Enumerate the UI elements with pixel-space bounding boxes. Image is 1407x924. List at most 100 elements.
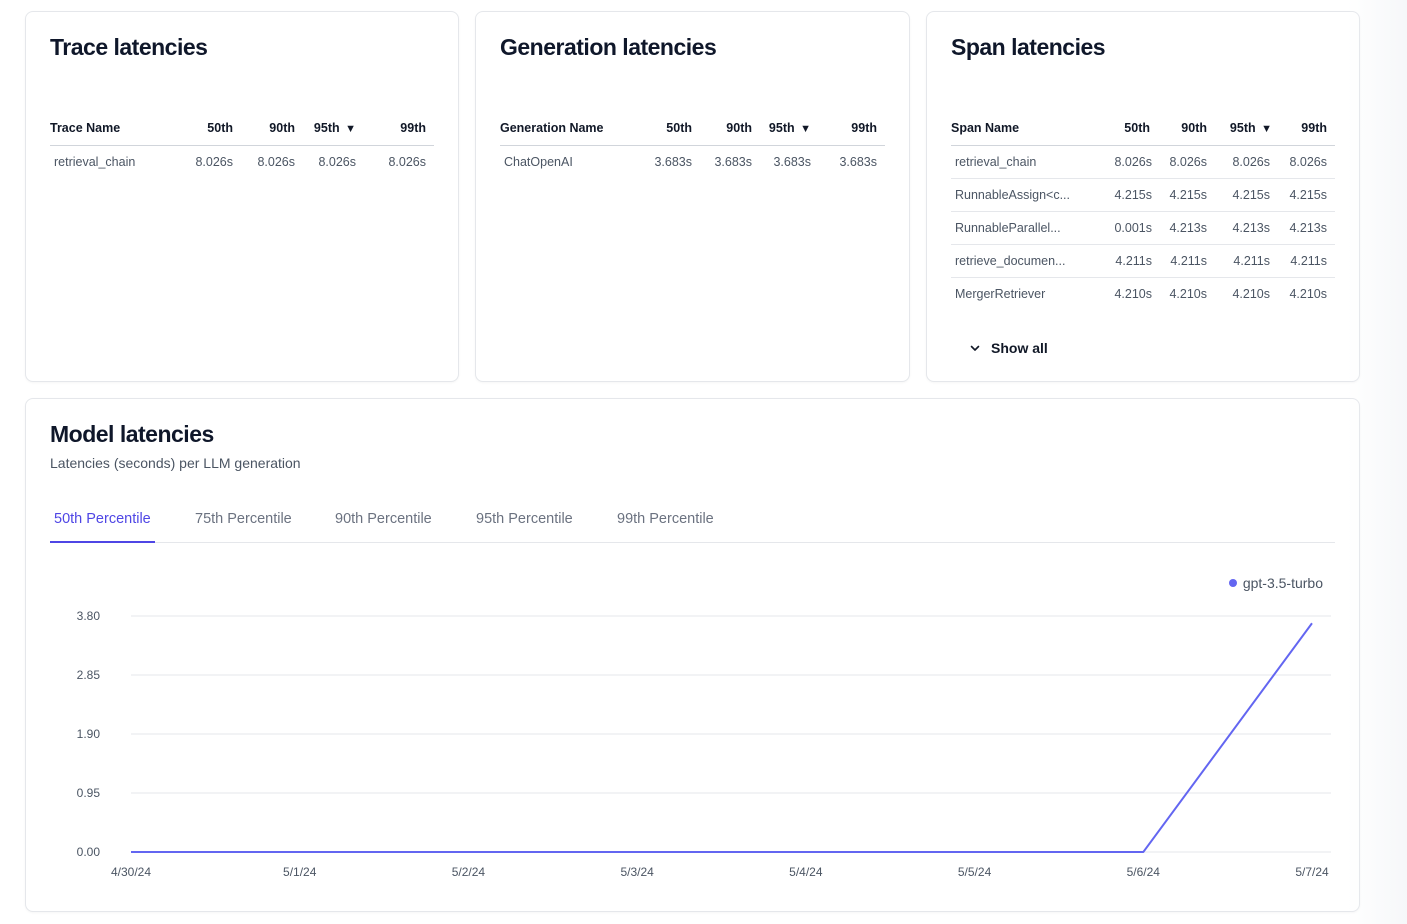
table-row[interactable]: MergerRetriever 4.210s 4.210s 4.210s 4.2… (951, 277, 1335, 310)
table-row[interactable]: RunnableAssign<c... 4.215s 4.215s 4.215s… (951, 178, 1335, 212)
span-name-cell: retrieve_documen... (951, 244, 1081, 278)
table-row[interactable]: retrieval_chain 8.026s 8.026s 8.026s 8.0… (50, 145, 434, 178)
p99-cell: 8.026s (1274, 145, 1335, 179)
legend-dot-icon (1228, 579, 1237, 587)
tab-95th-percentile[interactable]: 95th Percentile (476, 511, 573, 527)
model-latencies-title: Model latencies (50, 421, 214, 447)
generation-latencies-card: Generation latencies Generation Name 50t… (475, 11, 910, 382)
p95-cell: 4.210s (1232, 286, 1270, 301)
chart-legend[interactable]: gpt-3.5-turbo (1228, 575, 1323, 591)
y-tick-label: 3.80 (77, 609, 101, 623)
table-row[interactable]: ChatOpenAI 3.683s 3.683s 3.683s 3.683s (500, 145, 885, 178)
column-header-p50[interactable]: 50th (178, 111, 233, 146)
span-name-cell: retrieval_chain (951, 145, 1081, 179)
column-header-name[interactable]: Trace Name (50, 111, 178, 146)
model-latencies-subtitle: Latencies (seconds) per LLM generation (50, 455, 301, 471)
table-row[interactable]: retrieve_documen... 4.211s 4.211s 4.211s… (951, 244, 1335, 278)
sort-descending-icon: ▼ (800, 122, 811, 135)
y-tick-label: 0.00 (77, 845, 101, 859)
x-tick-label: 5/3/24 (620, 865, 654, 879)
column-header-p95-label: 95th (768, 120, 795, 135)
column-header-p95[interactable]: 95th ▼ (295, 111, 364, 146)
p90-cell: 4.210s (1169, 286, 1207, 301)
span-latencies-card: Span latencies Span Name 50th 90th 95th … (926, 11, 1360, 382)
p90-cell: 4.215s (1154, 178, 1209, 212)
trace-latencies-card: Trace latencies Trace Name 50th 90th 95t… (25, 11, 459, 382)
sort-descending-icon: ▼ (1261, 122, 1272, 135)
x-tick-label: 5/5/24 (958, 865, 992, 879)
column-header-name[interactable]: Span Name (951, 111, 1081, 146)
tab-50th-percentile[interactable]: 50th Percentile (50, 499, 155, 543)
x-tick-label: 5/7/24 (1295, 865, 1329, 879)
p99-cell: 4.211s (1274, 244, 1335, 278)
span-latencies-title: Span latencies (951, 34, 1106, 60)
tab-99th-percentile[interactable]: 99th Percentile (617, 511, 714, 527)
column-header-p99[interactable]: 99th (364, 111, 434, 146)
table-row[interactable]: retrieval_chain 8.026s 8.026s 8.026s 8.0… (951, 145, 1335, 179)
p95-cell: 4.211s (1209, 244, 1274, 278)
x-tick-label: 4/30/24 (111, 865, 151, 879)
p90-cell: 8.026s (257, 154, 295, 169)
column-header-p99[interactable]: 99th (1274, 111, 1335, 146)
p50-cell: 3.683s (654, 154, 692, 169)
legend-series-label: gpt-3.5-turbo (1242, 575, 1323, 591)
series-line-gpt-3-5-turbo (131, 622, 1313, 853)
column-header-p50[interactable]: 50th (640, 111, 692, 146)
table-header-row: Generation Name 50th 90th 95th ▼ 99th (500, 111, 885, 146)
p99-cell: 4.210s (1289, 286, 1327, 301)
generation-latencies-title: Generation latencies (500, 34, 717, 60)
p95-cell: 8.026s (1209, 145, 1274, 179)
table-header-row: Trace Name 50th 90th 95th ▼ 99th (50, 111, 434, 146)
column-header-name[interactable]: Generation Name (500, 111, 640, 146)
p95-cell: 4.213s (1209, 211, 1274, 245)
span-name-cell: RunnableAssign<c... (951, 178, 1081, 212)
column-header-p99[interactable]: 99th (819, 111, 885, 146)
y-tick-label: 1.90 (77, 727, 101, 741)
percentile-tabs: 50th Percentile 75th Percentile 90th Per… (50, 499, 1335, 543)
p99-cell: 3.683s (839, 154, 877, 169)
p99-cell: 4.213s (1274, 211, 1335, 245)
span-latencies-table: Span Name 50th 90th 95th ▼ 99th retrieva… (951, 111, 1335, 310)
column-header-p90[interactable]: 90th (233, 111, 295, 146)
trace-name-cell: retrieval_chain (54, 154, 136, 169)
p95-cell: 3.683s (773, 154, 811, 169)
trace-latencies-title: Trace latencies (50, 34, 208, 60)
p90-cell: 4.211s (1154, 244, 1209, 278)
p90-cell: 3.683s (714, 154, 752, 169)
p90-cell: 8.026s (1154, 145, 1209, 179)
x-tick-label: 5/2/24 (452, 865, 486, 879)
trace-latencies-table: Trace Name 50th 90th 95th ▼ 99th retriev… (50, 111, 434, 178)
p50-cell: 8.026s (195, 154, 233, 169)
column-header-p95[interactable]: 95th ▼ (752, 111, 819, 146)
p50-cell: 4.210s (1114, 286, 1152, 301)
column-header-p50[interactable]: 50th (1081, 111, 1154, 146)
p99-cell: 4.215s (1274, 178, 1335, 212)
column-header-p95[interactable]: 95th ▼ (1209, 111, 1274, 146)
p90-cell: 4.213s (1154, 211, 1209, 245)
p95-cell: 4.215s (1209, 178, 1274, 212)
p50-cell: 4.215s (1081, 178, 1154, 212)
x-tick-label: 5/6/24 (1127, 865, 1161, 879)
p99-cell: 8.026s (388, 154, 426, 169)
table-header-row: Span Name 50th 90th 95th ▼ 99th (951, 111, 1335, 146)
p95-cell: 8.026s (318, 154, 356, 169)
generation-latencies-table: Generation Name 50th 90th 95th ▼ 99th Ch… (500, 111, 885, 178)
column-header-p90[interactable]: 90th (692, 111, 752, 146)
generation-name-cell: ChatOpenAI (504, 154, 573, 169)
column-header-p95-label: 95th (1229, 120, 1256, 135)
p50-cell: 4.211s (1081, 244, 1154, 278)
tab-75th-percentile[interactable]: 75th Percentile (195, 511, 292, 527)
show-all-button[interactable]: Show all (969, 340, 1048, 356)
column-header-p90[interactable]: 90th (1154, 111, 1209, 146)
y-tick-label: 2.85 (77, 668, 101, 682)
table-row[interactable]: RunnableParallel... 0.001s 4.213s 4.213s… (951, 211, 1335, 245)
span-name-cell: RunnableParallel... (951, 211, 1081, 245)
column-header-p95-label: 95th (313, 120, 340, 135)
sort-descending-icon: ▼ (345, 122, 356, 135)
tab-90th-percentile[interactable]: 90th Percentile (335, 511, 432, 527)
show-all-label: Show all (991, 340, 1048, 356)
span-name-cell: MergerRetriever (955, 286, 1046, 301)
y-tick-label: 0.95 (77, 786, 101, 800)
chevron-down-icon (970, 345, 980, 351)
p50-cell: 0.001s (1081, 211, 1154, 245)
